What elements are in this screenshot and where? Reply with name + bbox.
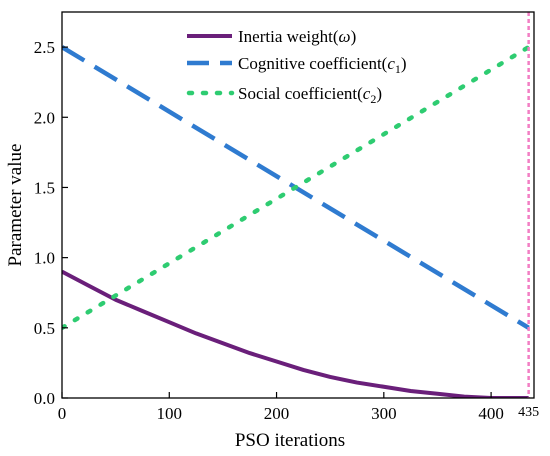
legend-label-text: Social coefficient(	[238, 84, 363, 103]
legend-label-1: Inertia weight(ω)	[238, 27, 356, 46]
y-tick-label: 1.5	[34, 178, 55, 197]
series-line-1	[62, 269, 529, 398]
legend-label-text: Inertia weight(	[238, 27, 339, 46]
x-tick-label: 0	[58, 404, 67, 423]
x-tick-label: 300	[371, 404, 397, 423]
legend-label-symbol: ω	[339, 27, 351, 46]
plot-frame	[61, 11, 535, 399]
y-tick-label: 0.0	[34, 389, 55, 408]
legend-label-close: )	[376, 84, 382, 103]
y-tick-label: 1.0	[34, 249, 55, 268]
annotation-label: 435	[518, 405, 539, 420]
legend-label-symbol: c	[387, 54, 395, 73]
y-axis-title: Parameter value	[5, 144, 26, 267]
legend-label-close: )	[351, 27, 357, 46]
legend-label-symbol: c	[363, 84, 371, 103]
legend-label-text: Cognitive coefficient(	[238, 54, 388, 73]
legend-label-close: )	[401, 54, 407, 73]
legend-label-3: Social coefficient(c2)	[238, 84, 382, 106]
x-tick-label: 400	[478, 404, 504, 423]
x-tick-label: 100	[157, 404, 183, 423]
y-tick-label: 2.5	[34, 38, 55, 57]
legend-label-2: Cognitive coefficient(c1)	[238, 54, 407, 76]
series-line-3	[62, 44, 531, 331]
y-tick-label: 0.5	[34, 319, 55, 338]
y-tick-label: 2.0	[34, 108, 55, 127]
x-axis-title: PSO iterations	[235, 430, 345, 451]
legend-label-subscript: 2	[370, 92, 376, 106]
legend-label-subscript: 1	[395, 62, 401, 76]
x-tick-label: 200	[264, 404, 290, 423]
